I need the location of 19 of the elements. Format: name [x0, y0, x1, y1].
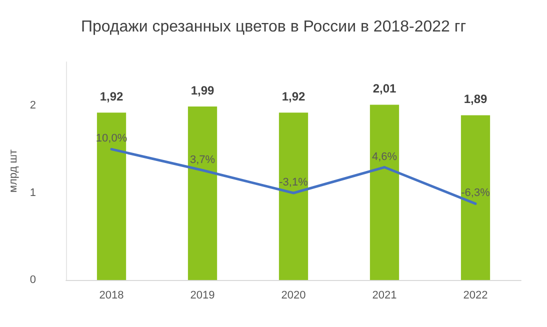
- data-label: 1,92: [282, 90, 306, 104]
- data-label: 4,6%: [372, 150, 398, 163]
- data-label: -3,1%: [279, 176, 308, 188]
- data-label: 1,92: [100, 90, 124, 104]
- chart-title: Продажи срезанных цветов в России в 2018-2022 гг: [80, 18, 466, 36]
- y-tick-label: 0: [30, 274, 36, 286]
- x-tick-label: 2022: [463, 290, 488, 302]
- x-tick-label: 2021: [372, 290, 397, 302]
- data-label: 2,01: [372, 82, 397, 96]
- data-label: 3,7%: [190, 154, 216, 166]
- y-tick-label: 2: [30, 100, 36, 112]
- data-label: 1,99: [190, 83, 215, 98]
- data-label: 1,89: [464, 92, 488, 106]
- x-tick-label: 2019: [190, 290, 215, 302]
- x-tick-label: 2020: [281, 290, 306, 302]
- x-tick-label: 2018: [99, 290, 124, 302]
- y-tick-label: 1: [30, 186, 36, 199]
- y-axis-title: млрд шт: [8, 149, 20, 193]
- data-label: -6,3%: [461, 187, 490, 200]
